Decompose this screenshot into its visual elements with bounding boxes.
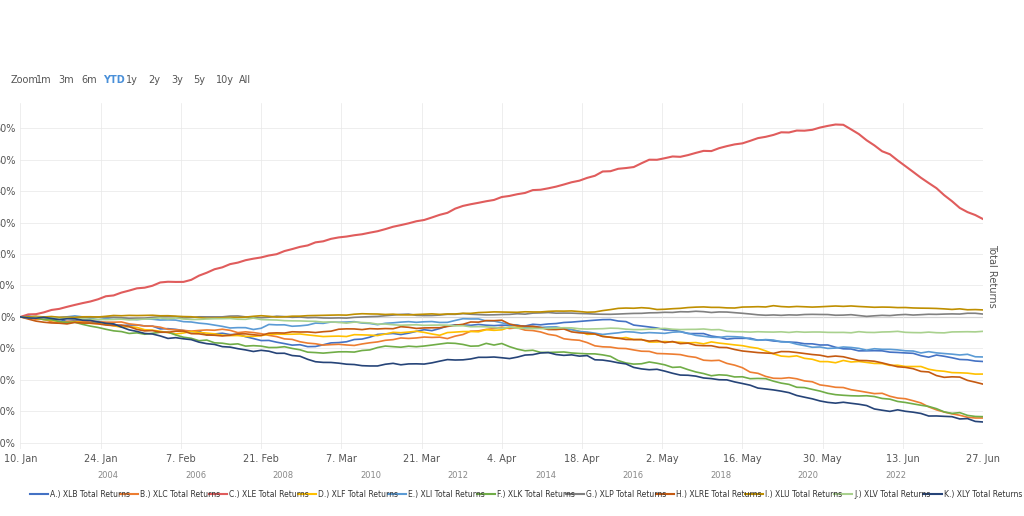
Text: D.) XLF Total Returns: D.) XLF Total Returns bbox=[318, 490, 398, 498]
Text: Major US Sector ETFs performance  Jul 03, 2022: Major US Sector ETFs performance Jul 03,… bbox=[143, 12, 393, 22]
Text: 2004: 2004 bbox=[97, 471, 119, 480]
Text: J.) XLV Total Returns: J.) XLV Total Returns bbox=[854, 490, 931, 498]
Text: 2020: 2020 bbox=[798, 471, 818, 480]
Text: 3y: 3y bbox=[171, 75, 183, 85]
Text: F.) XLK Total Returns: F.) XLK Total Returns bbox=[497, 490, 574, 498]
Text: E.) XLI Total Returns: E.) XLI Total Returns bbox=[408, 490, 484, 498]
Text: 2006: 2006 bbox=[185, 471, 206, 480]
Text: 3m: 3m bbox=[58, 75, 74, 85]
Text: H.) XLRE Total Returns: H.) XLRE Total Returns bbox=[676, 490, 761, 498]
Text: 2014: 2014 bbox=[535, 471, 556, 480]
Text: 10y: 10y bbox=[216, 75, 234, 85]
Text: Zoom: Zoom bbox=[10, 75, 38, 85]
Text: 1y: 1y bbox=[126, 75, 138, 85]
Text: 2022: 2022 bbox=[885, 471, 906, 480]
Text: B.) XLC Total Returns: B.) XLC Total Returns bbox=[139, 490, 220, 498]
Y-axis label: Total Returns: Total Returns bbox=[987, 244, 997, 308]
Text: 6m: 6m bbox=[81, 75, 96, 85]
Text: YTD: YTD bbox=[103, 75, 125, 85]
Text: 5y: 5y bbox=[194, 75, 206, 85]
Text: 2018: 2018 bbox=[710, 471, 731, 480]
Text: A.) XLB Total Returns: A.) XLB Total Returns bbox=[50, 490, 130, 498]
Text: All: All bbox=[239, 75, 251, 85]
Text: ⚓ Sentieo: ⚓ Sentieo bbox=[41, 10, 110, 23]
Text: 2012: 2012 bbox=[447, 471, 469, 480]
Text: K.) XLY Total Returns: K.) XLY Total Returns bbox=[943, 490, 1022, 498]
Text: 2016: 2016 bbox=[623, 471, 643, 480]
Text: I.) XLU Total Returns: I.) XLU Total Returns bbox=[765, 490, 842, 498]
Text: 1m: 1m bbox=[36, 75, 51, 85]
Text: 2010: 2010 bbox=[360, 471, 381, 480]
Text: 2y: 2y bbox=[148, 75, 161, 85]
Text: 2008: 2008 bbox=[272, 471, 294, 480]
Text: C.) XLE Total Returns: C.) XLE Total Returns bbox=[229, 490, 309, 498]
Text: G.) XLP Total Returns: G.) XLP Total Returns bbox=[587, 490, 667, 498]
